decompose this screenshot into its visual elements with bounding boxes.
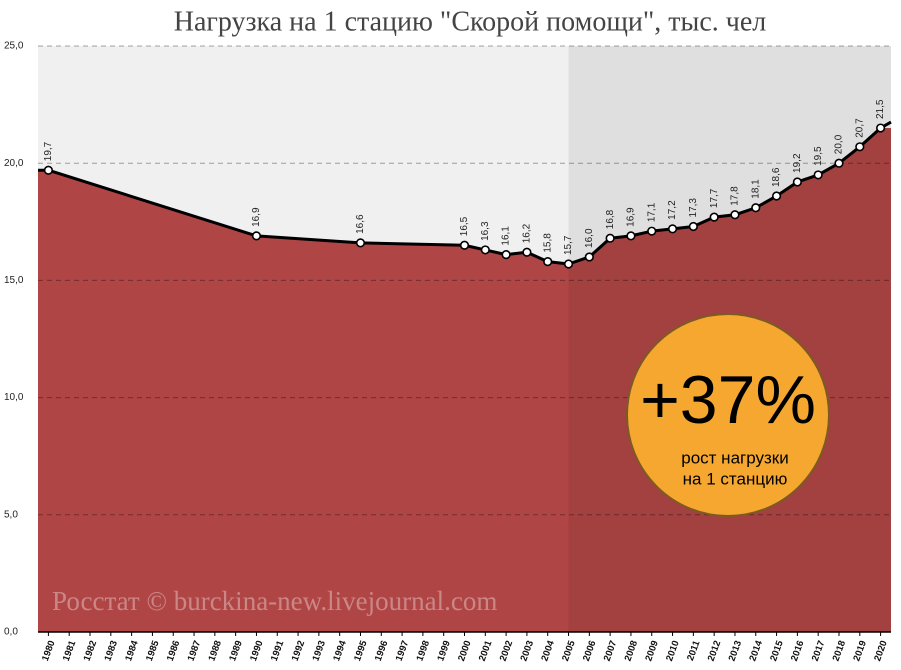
data-point <box>251 231 262 241</box>
data-label: 19,5 <box>813 146 824 166</box>
data-label: 16,2 <box>522 223 533 243</box>
data-label: 21,5 <box>875 99 886 119</box>
data-label: 17,1 <box>646 202 657 222</box>
badge-text: +37% <box>640 362 816 438</box>
data-point <box>730 210 740 220</box>
data-point <box>834 158 844 168</box>
data-label: 16,9 <box>626 207 637 227</box>
data-label: 15,8 <box>542 233 553 253</box>
data-label: 16,3 <box>480 221 491 241</box>
source: Росстат © burckina-new.livejournal.com <box>52 586 497 616</box>
data-label: 16,1 <box>501 226 512 246</box>
data-point <box>647 226 657 236</box>
y-tick-label: 20,0 <box>4 158 24 169</box>
data-point <box>522 247 532 257</box>
data-point <box>480 245 490 255</box>
area <box>38 128 891 633</box>
data-point <box>855 142 865 152</box>
y-tick-label: 25,0 <box>4 41 24 52</box>
data-point <box>875 123 886 133</box>
data-label: 16,6 <box>355 214 366 234</box>
data-label: 17,7 <box>709 188 720 208</box>
badge-line: рост нагрузки <box>681 448 788 467</box>
data-point <box>688 221 698 232</box>
data-label: 17,8 <box>730 186 741 206</box>
y-tick-label: 5,0 <box>4 509 18 520</box>
data-label: 18,1 <box>750 179 761 199</box>
data-label: 17,2 <box>667 200 678 220</box>
data-label: 20,0 <box>834 134 845 154</box>
data-label: 17,3 <box>688 198 699 218</box>
data-point <box>584 252 594 262</box>
data-point <box>667 224 678 234</box>
chart-title: Нагрузка на 1 стацию "Скорой помощи", ты… <box>174 6 767 37</box>
data-point <box>626 231 636 241</box>
data-label: 15,7 <box>563 235 574 255</box>
data-point <box>355 238 366 248</box>
data-label: 19,2 <box>792 153 803 173</box>
data-label: 19,7 <box>43 141 54 161</box>
data-label: 16,5 <box>459 216 470 236</box>
data-point <box>501 250 511 260</box>
data-label: 16,9 <box>251 207 262 227</box>
data-point <box>792 177 802 187</box>
y-tick-label: 10,0 <box>4 392 24 403</box>
badge-line: на 1 станцию <box>683 469 788 488</box>
badge <box>626 313 830 517</box>
data-label: 16,0 <box>584 228 595 248</box>
data-point <box>813 170 823 180</box>
data-point <box>709 212 719 222</box>
data-label: 18,6 <box>771 167 782 187</box>
y-tick-label: 0,0 <box>4 627 18 638</box>
data-point <box>605 233 615 243</box>
data-point <box>543 257 553 267</box>
data-label: 16,8 <box>605 209 616 229</box>
data-point <box>459 240 470 250</box>
data-label: 20,7 <box>854 118 865 138</box>
data-point <box>771 191 782 201</box>
y-tick-label: 15,0 <box>4 275 24 286</box>
data-point <box>751 203 761 213</box>
data-point <box>43 165 54 175</box>
data-point <box>563 259 574 269</box>
